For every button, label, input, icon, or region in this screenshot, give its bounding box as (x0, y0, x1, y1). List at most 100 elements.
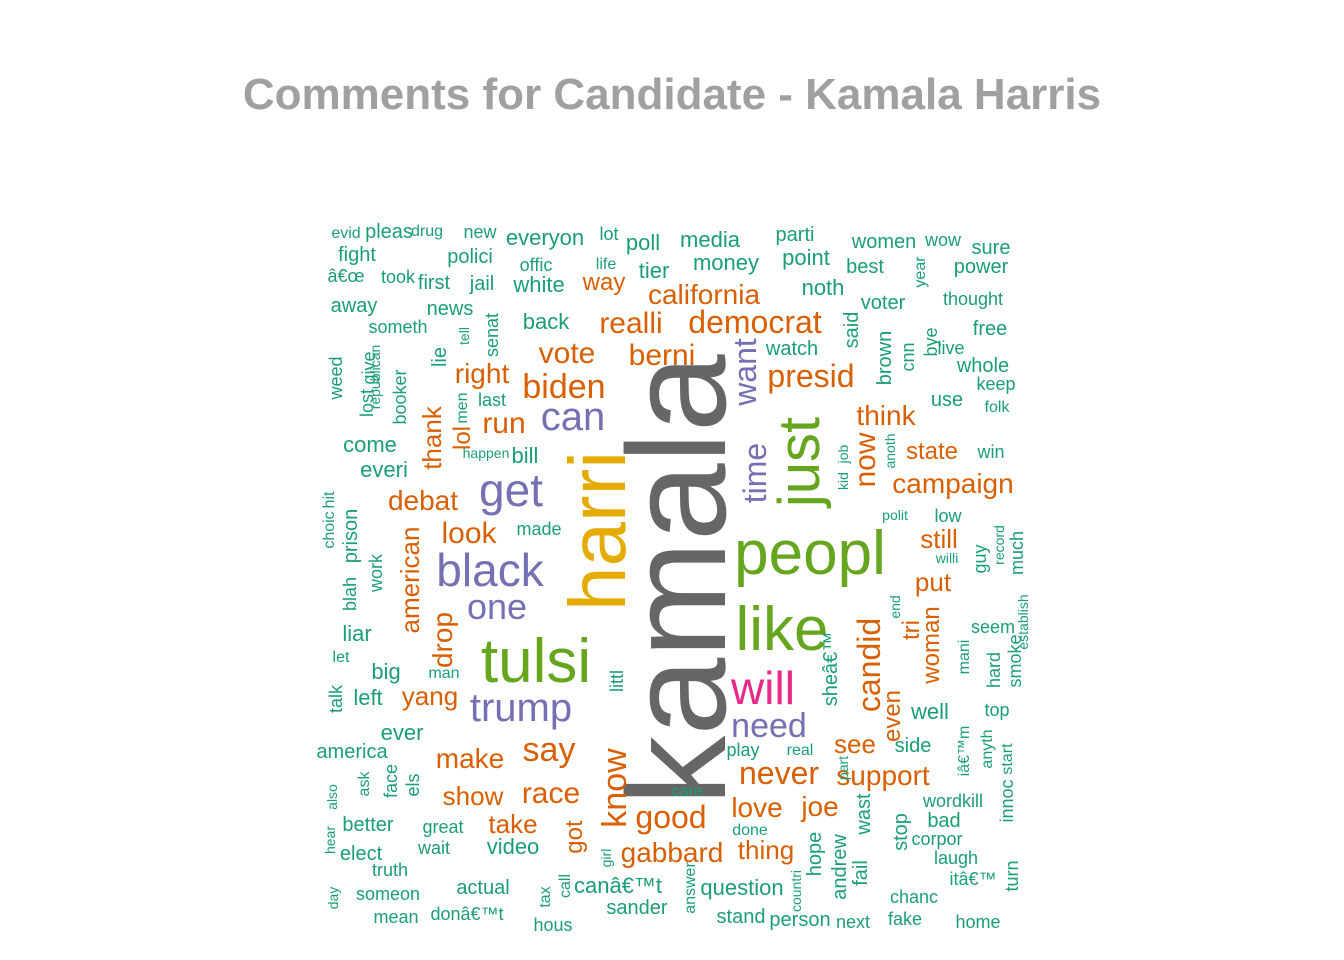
cloud-word: campaign (892, 468, 1014, 499)
cloud-word: said (841, 311, 863, 349)
cloud-word: year (912, 256, 929, 288)
cloud-word: state (905, 438, 959, 465)
cloud-word: face (381, 763, 401, 799)
cloud-word: parti (775, 224, 815, 246)
cloud-word: hit (321, 491, 338, 509)
cloud-word: fake (887, 909, 923, 929)
cloud-word: know (596, 748, 634, 828)
cloud-word: thank (417, 406, 447, 470)
cloud-word: work (366, 553, 386, 593)
cloud-word: sure (971, 237, 1011, 259)
cloud-word: laugh (933, 848, 979, 868)
cloud-word: polit (882, 507, 908, 523)
cloud-word: fail (850, 860, 872, 886)
cloud-word: tulsi (480, 627, 592, 696)
chart-title: Comments for Candidate - Kamala Harris (242, 70, 1102, 119)
cloud-word: big (371, 659, 401, 684)
cloud-word: whole (956, 355, 1010, 377)
cloud-word: live (937, 338, 965, 358)
cloud-word: use (930, 389, 964, 411)
cloud-word: jail (469, 273, 495, 295)
cloud-word: wait (417, 838, 451, 858)
cloud-word: end (887, 595, 903, 619)
cloud-word: truth (371, 860, 409, 880)
cloud-word: first (417, 272, 451, 294)
cloud-word: senat (482, 312, 502, 358)
cloud-word: joe (801, 791, 839, 822)
cloud-word: need (731, 707, 807, 745)
cloud-word: vote (538, 337, 596, 370)
cloud-word: let (332, 649, 350, 666)
cloud-word: actual (456, 877, 510, 899)
cloud-word: man (428, 665, 460, 682)
cloud-word: prison (340, 508, 362, 564)
cloud-word: can (540, 395, 606, 439)
cloud-word: guy (970, 544, 990, 574)
cloud-word: better (342, 814, 394, 836)
cloud-word: made (516, 519, 562, 539)
cloud-word: best (846, 256, 884, 278)
cloud-word: look (441, 517, 497, 550)
cloud-word: one (466, 586, 528, 627)
cloud-word: countri (788, 869, 804, 913)
cloud-word: care (671, 783, 703, 800)
cloud-word: come (343, 432, 397, 457)
cloud-word: time (737, 442, 773, 504)
cloud-word: littl (607, 670, 627, 692)
cloud-word: video (486, 834, 540, 859)
cloud-word: support (836, 760, 930, 791)
cloud-word: iâ€™m (956, 725, 973, 777)
cloud-word: drop (427, 611, 458, 669)
cloud-word: hear (322, 825, 338, 855)
cloud-word: still (920, 524, 958, 554)
cloud-word: happen (462, 445, 510, 461)
cloud-word: sander (606, 897, 668, 919)
cloud-word: thought (942, 289, 1004, 309)
cloud-word: democrat (688, 304, 822, 340)
cloud-word: anyth (979, 729, 996, 769)
cloud-word: kid (835, 472, 851, 490)
cloud-word: pleas (365, 221, 413, 243)
cloud-word: evid (331, 225, 361, 242)
cloud-word: noth (801, 275, 845, 300)
cloud-word: hope (804, 831, 826, 877)
cloud-word: think (856, 400, 916, 431)
cloud-word: will (731, 662, 795, 714)
cloud-word: media (680, 227, 740, 252)
cloud-word: polici (447, 246, 493, 268)
cloud-word: hous (533, 915, 573, 935)
cloud-word: woman (918, 606, 945, 684)
cloud-word: liar (342, 621, 372, 646)
cloud-word: cnn (898, 342, 918, 372)
cloud-word: put (914, 567, 952, 597)
cloud-word: bad (927, 810, 961, 832)
cloud-word: home (955, 912, 1001, 932)
cloud-word: point (782, 245, 830, 270)
cloud-word: everi (360, 457, 408, 482)
cloud-word: new (463, 222, 497, 242)
cloud-word: tell (456, 327, 472, 345)
cloud-word: much (1007, 530, 1027, 576)
cloud-word: watch (765, 338, 819, 360)
cloud-word: day (325, 886, 341, 910)
cloud-word: lot (599, 224, 619, 244)
cloud-word: white (513, 272, 565, 297)
cloud-word: chanc (889, 887, 939, 907)
cloud-word: win (977, 442, 1005, 462)
cloud-word: take (488, 809, 538, 839)
cloud-word: turn (1002, 860, 1022, 892)
cloud-word: someon (355, 884, 421, 904)
cloud-word: run (482, 407, 526, 440)
cloud-word: news (426, 298, 474, 320)
cloud-word: someth (368, 317, 428, 337)
cloud-word: show (442, 781, 504, 811)
cloud-word: start (999, 743, 1016, 775)
cloud-word: stop (890, 813, 912, 851)
cloud-word: get (479, 464, 543, 516)
cloud-word: drug (410, 223, 444, 240)
cloud-word: men (454, 392, 471, 424)
cloud-word: got (561, 820, 588, 854)
cloud-word: next (835, 912, 871, 932)
cloud-word: donâ€™t (430, 904, 504, 924)
